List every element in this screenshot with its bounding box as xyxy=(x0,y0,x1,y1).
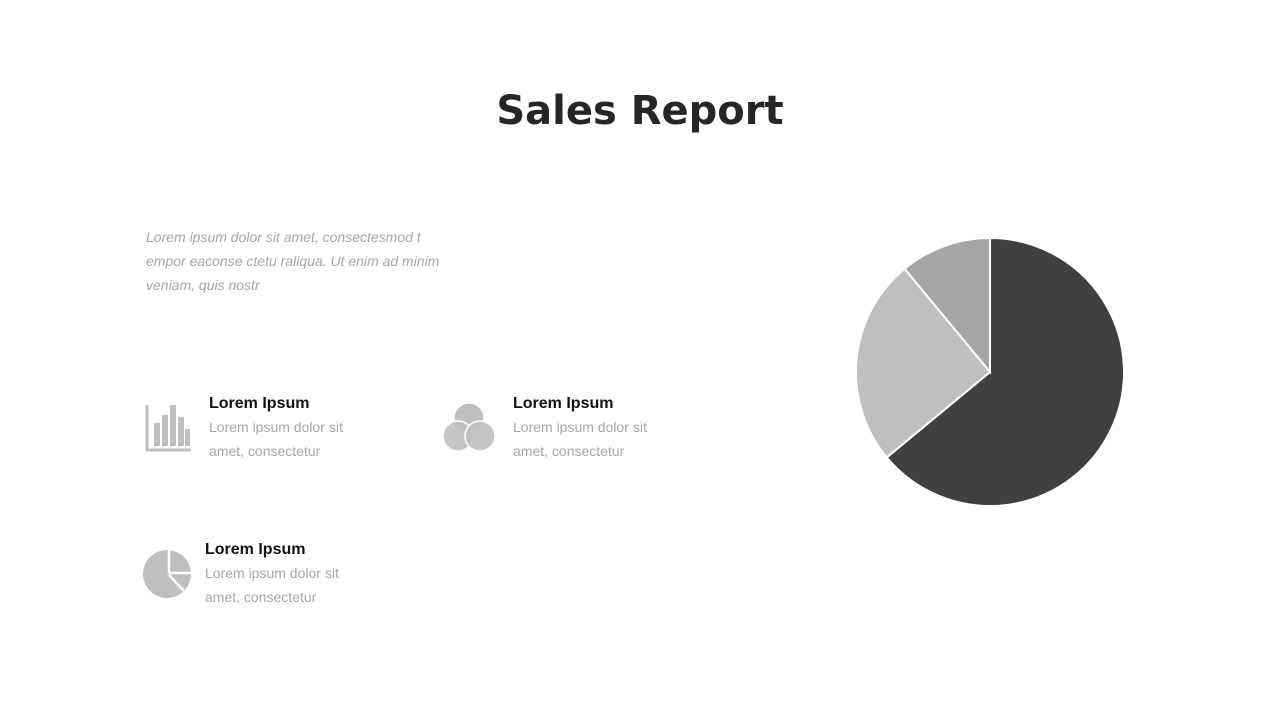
item-text: Lorem ipsum dolor sit amet, consectetur xyxy=(209,419,343,459)
item-text: Lorem ipsum dolor sit amet, consectetur xyxy=(513,419,647,459)
bar-icon xyxy=(145,405,191,452)
pie-slice xyxy=(855,267,992,459)
item: Lorem Ipsum Lorem ipsum dolor sit amet, … xyxy=(513,395,663,463)
item-heading: Lorem Ipsum xyxy=(209,395,310,412)
pie-slice xyxy=(903,236,991,375)
item-heading: Lorem Ipsum xyxy=(205,541,306,558)
intro-text: Lorem ipsum dolor sit amet, consectesmod… xyxy=(146,229,440,293)
venn-icon xyxy=(442,402,496,452)
title: Sales Report xyxy=(496,88,784,134)
pie-slice xyxy=(885,236,1125,507)
item-text: Lorem ipsum dolor sit amet, consectetur xyxy=(205,565,339,605)
pie-icon xyxy=(143,550,191,598)
pie-chart xyxy=(855,236,1125,507)
item: Lorem Ipsum Lorem ipsum dolor sit amet, … xyxy=(205,541,355,609)
item: Lorem Ipsum Lorem ipsum dolor sit amet, … xyxy=(209,395,359,463)
item-heading: Lorem Ipsum xyxy=(513,395,614,412)
